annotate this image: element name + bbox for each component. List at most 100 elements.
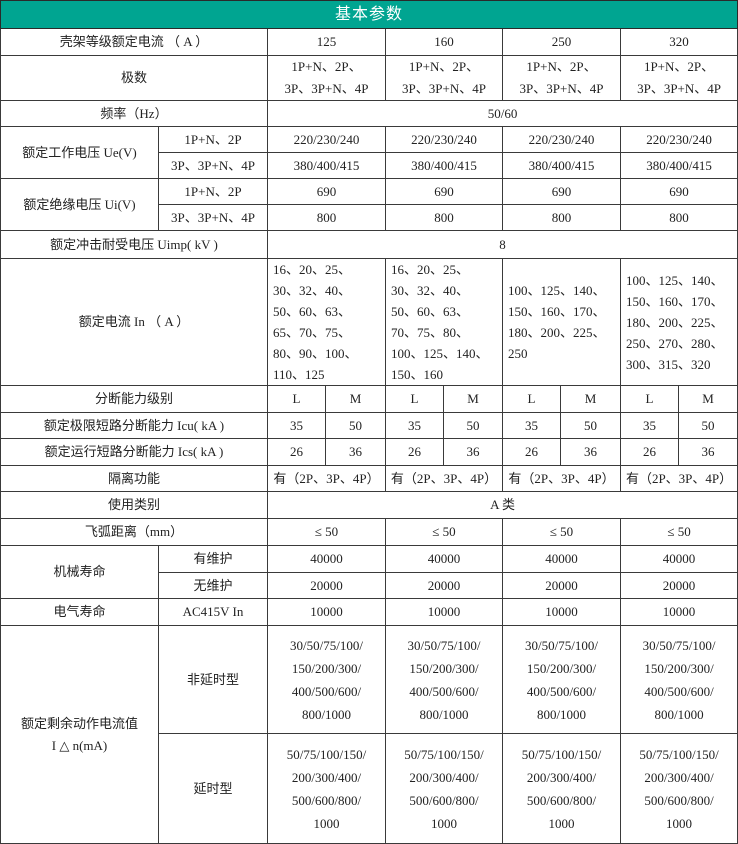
row-label: 飞弧距离（mm） [0,518,268,546]
ue-cell: 220/230/240 [385,126,503,153]
icu-cell: 50 [677,412,738,439]
breaking-level-cell: L [502,385,561,413]
poles-cell: 1P+N、2P、 3P、3P+N、4P [619,55,738,101]
uimp-value: 8 [266,230,738,259]
ui-cell: 690 [502,178,621,205]
table-row: 无维护 20000 20000 20000 20000 [1,572,738,599]
row-label: 使用类别 [0,491,268,519]
ue-cell: 220/230/240 [619,126,738,153]
sub-label: 无维护 [158,572,268,599]
ue-cell: 380/400/415 [267,152,386,179]
mech-life-cell: 40000 [385,545,503,573]
ue-cell: 220/230/240 [502,126,621,153]
row-label: 壳架等级额定电流 （ A ） [0,28,268,56]
frame-current-cell: 320 [619,28,738,56]
breaking-level-cell: L [620,385,679,413]
icu-cell: 50 [560,412,621,439]
sub-label: AC415V In [158,598,268,626]
frequency-value: 50/60 [266,100,738,127]
breaking-level-cell: L [385,385,444,413]
breaking-level-cell: M [677,385,738,413]
mech-life-cell: 40000 [502,545,621,573]
table-row: 3P、3P+N、4P 380/400/415 380/400/415 380/400/… [1,152,738,179]
ics-cell: 36 [443,438,503,466]
sub-label: 非延时型 [158,625,268,734]
sub-label: 3P、3P+N、4P [158,152,268,179]
table-row: 额定电流 In （ A ） 16、20、25、 30、32、40、 50、60、6… [0,258,738,386]
row-label: 机械寿命 [0,545,159,599]
ui-cell: 800 [502,204,621,231]
elec-life-cell: 10000 [502,598,621,626]
table-title: 基本参数 [0,0,738,29]
poles-cell: 1P+N、2P、 3P、3P+N、4P [385,55,503,101]
ui-cell: 800 [385,204,503,231]
row-label: 额定冲击耐受电压 Uimp( kV ) [0,230,268,259]
arc-distance-cell: ≤ 50 [267,518,386,546]
icu-cell: 35 [385,412,444,439]
residual-delay-cell: 50/75/100/150/ 200/300/400/ 500/600/800/… [502,733,621,844]
table-row: 使用类别 A 类 [0,491,738,519]
ics-cell: 36 [560,438,621,466]
frame-current-cell: 250 [502,28,621,56]
row-label: 分断能力级别 [0,385,268,413]
row-label: 额定运行短路分断能力 Ics( kA ) [0,438,268,466]
frame-current-cell: 125 [267,28,386,56]
residual-nondelay-cell: 30/50/75/100/ 150/200/300/ 400/500/600/ … [267,625,386,734]
arc-distance-cell: ≤ 50 [619,518,738,546]
elec-life-cell: 10000 [267,598,386,626]
table-row: 额定剩余动作电流值 I △ n(mA) 非延时型 30/50/75/100/ 150… [0,625,738,844]
residual-delay-cell: 50/75/100/150/ 200/300/400/ 500/600/800/… [267,733,386,844]
table-row: 电气寿命 AC415V In 10000 10000 10000 10000 [0,598,738,626]
poles-cell: 1P+N、2P、 3P、3P+N、4P [502,55,621,101]
row-label: 额定电流 In （ A ） [0,258,268,386]
rated-current-cell: 100、125、140、 150、160、170、 180、200、225、 2… [619,258,738,386]
ics-cell: 26 [385,438,444,466]
breaking-level-cell: M [325,385,386,413]
elec-life-cell: 10000 [385,598,503,626]
isolation-cell: 有（2P、3P、4P） [502,465,621,492]
table-row: 额定工作电压 Ue(V) 1P+N、2P 220/230/240 220/230/24… [0,126,738,179]
ics-cell: 26 [502,438,561,466]
table-row: 3P、3P+N、4P 800 800 800 800 [1,204,738,231]
icu-cell: 35 [620,412,679,439]
table-row: 分断能力级别 L M L M L M L M [0,385,738,413]
ue-cell: 380/400/415 [385,152,503,179]
icu-cell: 35 [502,412,561,439]
ics-cell: 36 [325,438,386,466]
sub-label: 延时型 [158,733,268,844]
row-label: 电气寿命 [0,598,159,626]
ui-cell: 690 [385,178,503,205]
residual-delay-cell: 50/75/100/150/ 200/300/400/ 500/600/800/… [385,733,503,844]
icu-cell: 35 [267,412,326,439]
table-row: 壳架等级额定电流 （ A ） 125 160 250 320 [0,28,738,56]
rated-current-cell: 100、125、140、 150、160、170、 180、200、225、 2… [502,258,621,386]
breaking-level-cell: M [443,385,503,413]
mech-life-cell: 20000 [502,572,621,599]
breaking-level-cell: L [267,385,326,413]
table-row: 额定运行短路分断能力 Ics( kA ) 26 36 26 36 26 36 26 36 [0,438,738,466]
row-label: 额定极限短路分断能力 Icu( kA ) [0,412,268,439]
ui-cell: 690 [619,178,738,205]
ics-cell: 26 [620,438,679,466]
table-row: 额定极限短路分断能力 Icu( kA ) 35 50 35 50 35 50 35 50 [0,412,738,439]
sub-label: 1P+N、2P [158,126,268,153]
sub-label: 有维护 [158,545,268,573]
arc-distance-cell: ≤ 50 [385,518,503,546]
ui-cell: 800 [619,204,738,231]
icu-cell: 50 [443,412,503,439]
mech-life-cell: 20000 [267,572,386,599]
poles-cell: 1P+N、2P、 3P、3P+N、4P [267,55,386,101]
mech-life-cell: 20000 [619,572,738,599]
category-value: A 类 [266,491,738,519]
row-label: 隔离功能 [0,465,268,492]
rated-current-cell: 16、20、25、 30、32、40、 50、60、63、 70、75、80、 … [385,258,503,386]
table-row: 延时型 50/75/100/150/ 200/300/400/ 500/600/8… [1,733,738,844]
residual-nondelay-cell: 30/50/75/100/ 150/200/300/ 400/500/600/ … [502,625,621,734]
table-row: 机械寿命 有维护 40000 40000 40000 40000 [0,545,738,599]
ui-cell: 800 [267,204,386,231]
mech-life-cell: 20000 [385,572,503,599]
mech-life-cell: 40000 [619,545,738,573]
sub-label: 3P、3P+N、4P [158,204,268,231]
mech-life-cell: 40000 [267,545,386,573]
